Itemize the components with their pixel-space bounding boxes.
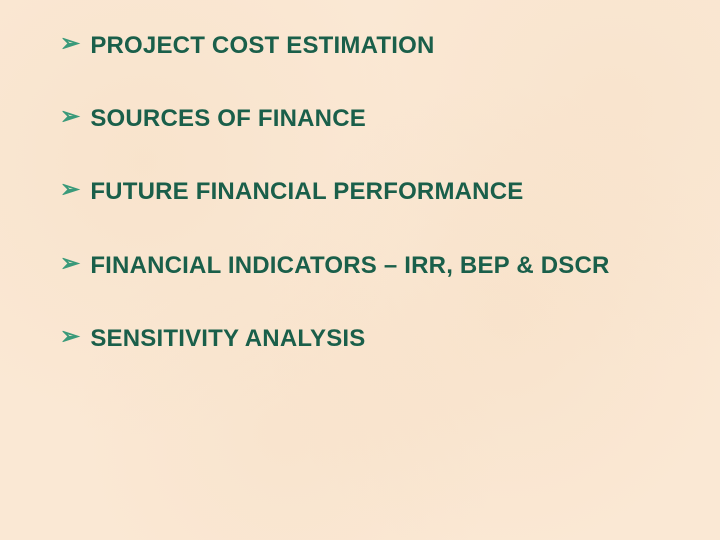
list-item-text: PROJECT COST ESTIMATION <box>90 30 434 61</box>
list-item-text: FUTURE FINANCIAL PERFORMANCE <box>90 176 523 207</box>
bullet-icon: ➢ <box>60 30 80 59</box>
list-item: ➢ PROJECT COST ESTIMATION <box>60 30 660 61</box>
bullet-icon: ➢ <box>60 176 80 205</box>
list-item: ➢ SOURCES OF FINANCE <box>60 103 660 134</box>
list-item: ➢ SENSITIVITY ANALYSIS <box>60 323 660 354</box>
list-item-text: SOURCES OF FINANCE <box>90 103 366 134</box>
bullet-icon: ➢ <box>60 103 80 132</box>
list-item: ➢ FINANCIAL INDICATORS – IRR, BEP & DSCR <box>60 250 660 281</box>
list-item-text: FINANCIAL INDICATORS – IRR, BEP & DSCR <box>90 250 609 281</box>
bullet-icon: ➢ <box>60 323 80 352</box>
bullet-icon: ➢ <box>60 250 80 279</box>
list-item-text: SENSITIVITY ANALYSIS <box>90 323 365 354</box>
bullet-list: ➢ PROJECT COST ESTIMATION ➢ SOURCES OF F… <box>60 30 660 354</box>
list-item: ➢ FUTURE FINANCIAL PERFORMANCE <box>60 176 660 207</box>
